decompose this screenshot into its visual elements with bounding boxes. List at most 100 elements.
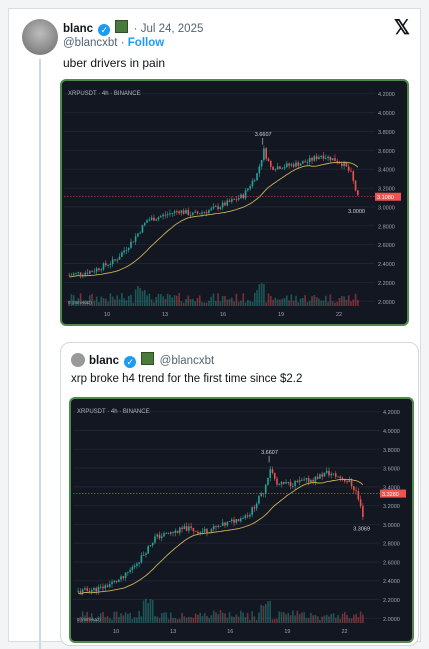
volume-bar — [334, 302, 336, 306]
candle-body — [334, 158, 336, 161]
candle-body — [201, 531, 204, 533]
candle-body — [240, 518, 242, 522]
candle-body — [281, 168, 284, 170]
candle-body — [84, 272, 86, 275]
candle-body — [82, 274, 84, 276]
y-tick-label: 3.0000 — [383, 523, 400, 529]
volume-bar — [260, 283, 263, 306]
avatar[interactable] — [22, 19, 58, 55]
volume-bar — [155, 296, 158, 306]
volume-bar — [235, 293, 238, 306]
candle-body — [154, 536, 156, 543]
candle-body — [283, 166, 286, 169]
volume-bar — [324, 295, 327, 306]
x-tick-label: 16 — [227, 629, 233, 635]
candle-body — [171, 213, 174, 214]
volume-bar — [157, 293, 160, 306]
candle-body — [341, 477, 344, 480]
candle-body — [215, 526, 217, 528]
candle-body — [70, 274, 73, 276]
candle-body — [237, 198, 240, 200]
volume-bar — [310, 612, 312, 623]
candle-body — [77, 591, 79, 593]
volume-bar — [303, 612, 305, 623]
candle-body — [127, 572, 129, 573]
volume-bar — [172, 618, 174, 623]
volume-bar — [100, 296, 103, 306]
candle-body — [102, 586, 104, 589]
y-tick-label: 3.4000 — [383, 485, 400, 491]
candle-body — [95, 588, 97, 592]
dot-separator: · — [120, 37, 125, 49]
candle-body — [194, 531, 197, 532]
volume-bar — [292, 610, 294, 623]
volume-bar — [206, 615, 208, 623]
chart-svg: 4.2000 4.0000 3.8000 3.6000 3.4000 3.2000 3.00… — [73, 409, 406, 635]
post-date[interactable]: Jul 24, 2025 — [140, 23, 204, 35]
y-tick-label: 2.4000 — [383, 579, 400, 585]
candle-body — [327, 156, 329, 159]
candle-body — [235, 199, 238, 201]
candle-body — [334, 473, 337, 477]
candle-body — [104, 585, 107, 589]
volume-bar — [169, 612, 172, 623]
candle-body — [165, 533, 168, 535]
verified-icon: ✓ — [124, 356, 137, 368]
volume-bar — [221, 612, 224, 623]
candle-body — [228, 200, 231, 202]
candle-body — [219, 525, 222, 527]
x-tick-label: 19 — [284, 629, 290, 635]
volume-bar — [290, 294, 293, 306]
candle-body — [91, 271, 93, 273]
volume-bar — [287, 612, 290, 623]
volume-bar — [328, 616, 330, 623]
candle-body — [153, 217, 155, 221]
volume-bar — [136, 617, 138, 623]
candle-body — [269, 160, 272, 167]
candle-body — [353, 486, 355, 491]
candle-body — [138, 562, 140, 564]
moving-average-line — [77, 478, 364, 595]
chart-image-1[interactable]: 4.2000 4.0000 3.8000 3.6000 3.4000 3.2000 3.00… — [60, 79, 409, 326]
candle-body — [188, 526, 190, 531]
candle-body — [246, 515, 249, 517]
candle-body — [312, 479, 314, 482]
volume-bar — [148, 293, 151, 306]
last-price-tag — [375, 192, 401, 201]
candle-body — [86, 588, 88, 591]
volume-bar — [190, 617, 192, 623]
volume-bar — [302, 298, 304, 306]
candle-body — [255, 503, 258, 509]
candle-body — [88, 271, 91, 274]
volume-bar — [251, 611, 253, 623]
volume-bar — [133, 617, 136, 623]
candle-body — [199, 532, 201, 534]
author-handle[interactable]: @blancxbt — [63, 37, 118, 49]
volume-bar — [325, 614, 328, 623]
candle-body — [189, 214, 192, 216]
chart-image-2[interactable]: 4.2000 4.0000 3.8000 3.6000 3.4000 3.2000 3.00… — [69, 397, 414, 643]
quote-header: blanc ✓ @blancxbt — [89, 352, 214, 368]
candle-body — [122, 576, 125, 579]
candle-body — [148, 219, 151, 221]
volume-bar — [295, 295, 297, 306]
volume-bar — [93, 619, 95, 623]
quoted-tweet[interactable]: blanc ✓ @blancxbt xrp broke h4 trend for… — [60, 342, 419, 646]
volume-bar — [197, 614, 199, 623]
candle-body — [160, 536, 163, 539]
candle-body — [181, 527, 183, 530]
author-name[interactable]: blanc — [63, 23, 94, 35]
candle-body — [174, 530, 177, 533]
candle-body — [294, 481, 296, 487]
follow-button[interactable]: Follow — [127, 37, 165, 49]
candle-body — [164, 214, 167, 216]
x-logo-icon[interactable]: 𝕏 — [393, 17, 410, 39]
candle-body — [299, 163, 302, 166]
volume-bar — [130, 294, 132, 306]
candle-body — [344, 479, 346, 482]
candle-body — [332, 473, 335, 475]
volume-bar — [114, 299, 116, 306]
candle-body — [143, 222, 146, 226]
volume-bar — [258, 284, 261, 306]
candle-body — [292, 164, 295, 167]
